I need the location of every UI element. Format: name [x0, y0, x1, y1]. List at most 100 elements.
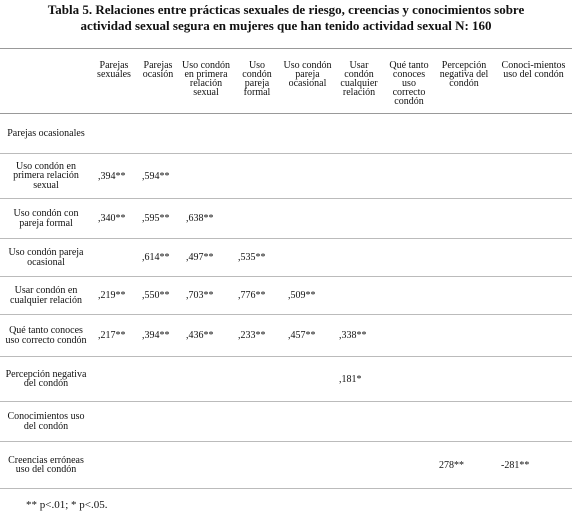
cell — [333, 153, 385, 199]
cell — [385, 238, 433, 277]
cell — [180, 113, 232, 154]
table-row: Percepción negativa del condón ,181* — [0, 356, 572, 402]
cell — [282, 441, 333, 489]
cell — [180, 153, 232, 199]
cell — [92, 356, 136, 402]
cell: ,614** — [136, 238, 180, 277]
table-row: Conocimientos uso del condón — [0, 401, 572, 442]
title-line: Tabla 5. Relaciones entre prácticas sexu… — [47, 2, 525, 17]
table-row: Qué tanto conoces uso correcto condón ,21… — [0, 314, 572, 357]
cell — [92, 441, 136, 489]
cell: ,394** — [92, 153, 136, 199]
cell: ,394** — [136, 314, 180, 357]
table-body: Parejas ocasionales Uso condón en primera… — [0, 113, 572, 489]
cell — [180, 441, 232, 489]
cell: ,594** — [136, 153, 180, 199]
cell — [333, 441, 385, 489]
cell: ,497** — [180, 238, 232, 277]
cell: ,550** — [136, 276, 180, 315]
cell: ,338** — [333, 314, 385, 357]
cell — [385, 356, 433, 402]
title: Tabla 5. Relaciones entre prácticas sexu… — [0, 2, 572, 34]
column-header: Percepción negativa del condón — [433, 48, 495, 114]
cell — [136, 441, 180, 489]
cell — [180, 401, 232, 442]
title-line: actividad sexual segura en mujeres que h… — [80, 18, 492, 33]
cell — [92, 113, 136, 154]
cell — [495, 401, 572, 442]
cell: ,457** — [282, 314, 333, 357]
table-row: Uso condón con pareja formal ,340** ,595**… — [0, 198, 572, 239]
cell — [136, 113, 180, 154]
cell: ,509** — [282, 276, 333, 315]
cell: ,181* — [333, 356, 385, 402]
cell — [385, 153, 433, 199]
header-row: Parejas sexuales Parejas ocasión Uso condó… — [0, 48, 572, 114]
cell — [433, 153, 495, 199]
cell — [495, 276, 572, 315]
cell: ,340** — [92, 198, 136, 239]
cell — [385, 401, 433, 442]
column-header: Uso condón en primera relación sexual — [180, 48, 232, 114]
table-row: Creencias erróneas uso del condón 278** -2… — [0, 441, 572, 489]
cell — [495, 314, 572, 357]
column-header: Parejas ocasión — [136, 48, 180, 114]
row-label: Creencias erróneas uso del condón — [0, 441, 92, 489]
cell — [136, 401, 180, 442]
cell — [495, 238, 572, 277]
cell — [333, 198, 385, 239]
column-header: Usar condón cualquier relación — [333, 48, 385, 114]
cell — [385, 198, 433, 239]
cell — [232, 153, 282, 199]
cell — [232, 113, 282, 154]
cell — [385, 113, 433, 154]
column-header: Parejas sexuales — [92, 48, 136, 114]
cell — [232, 441, 282, 489]
cell: ,217** — [92, 314, 136, 357]
cell — [92, 401, 136, 442]
cell: ,776** — [232, 276, 282, 315]
cell — [282, 356, 333, 402]
cell: ,233** — [232, 314, 282, 357]
row-label: Parejas ocasionales — [0, 113, 92, 154]
table-row: Uso condón pareja ocasional ,614** ,497**,… — [0, 238, 572, 277]
cell: 278** — [433, 441, 495, 489]
row-label: Conocimientos uso del condón — [0, 401, 92, 442]
cell — [433, 238, 495, 277]
column-header: Qué tanto conoces uso correcto condón — [385, 48, 433, 114]
cell — [495, 356, 572, 402]
cell — [495, 153, 572, 199]
cell — [333, 238, 385, 277]
column-header: Conoci-mientos uso del condón — [495, 48, 572, 114]
cell — [136, 356, 180, 402]
row-label: Uso condón en primera relación sexual — [0, 153, 92, 199]
cell: ,638** — [180, 198, 232, 239]
cell — [385, 314, 433, 357]
cell — [333, 401, 385, 442]
cell — [495, 113, 572, 154]
column-header: Uso condón pareja ocasional — [282, 48, 333, 114]
cell — [433, 113, 495, 154]
row-label: Uso condón con pareja formal — [0, 198, 92, 239]
cell — [232, 356, 282, 402]
cell — [232, 198, 282, 239]
cell — [433, 198, 495, 239]
table-row: Uso condón en primera relación sexual ,39… — [0, 153, 572, 199]
cell — [282, 113, 333, 154]
cell — [282, 238, 333, 277]
cell: ,436** — [180, 314, 232, 357]
row-label: Usar condón en cualquier relación — [0, 276, 92, 315]
cell: -281** — [495, 441, 572, 489]
table-row: Usar condón en cualquier relación ,219**,… — [0, 276, 572, 315]
cell — [333, 113, 385, 154]
cell — [282, 198, 333, 239]
cell — [433, 314, 495, 357]
cell — [433, 356, 495, 402]
footnote: ** p<.01; * p<.05. — [26, 499, 108, 511]
table-row: Parejas ocasionales — [0, 113, 572, 154]
cell — [92, 238, 136, 277]
cell — [180, 356, 232, 402]
cell: ,535** — [232, 238, 282, 277]
cell — [282, 401, 333, 442]
